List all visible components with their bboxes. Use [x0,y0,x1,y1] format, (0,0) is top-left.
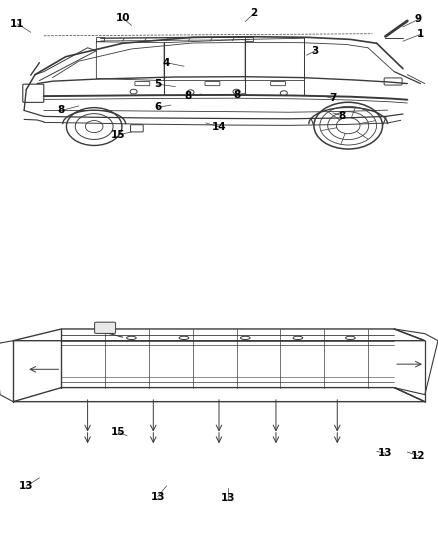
Bar [245,37,253,41]
FancyBboxPatch shape [95,322,116,334]
Text: 8: 8 [185,91,192,101]
Text: 15: 15 [111,427,126,437]
Text: 8: 8 [58,106,65,116]
Text: 11: 11 [10,19,25,29]
Text: 7: 7 [329,93,336,103]
Text: 13: 13 [378,448,393,458]
Text: 13: 13 [19,481,34,491]
Text: 8: 8 [233,90,240,100]
Text: 5: 5 [154,79,161,89]
Text: 1: 1 [417,29,424,39]
Bar [96,37,104,41]
Text: 10: 10 [115,13,130,23]
Text: 2: 2 [251,9,258,19]
Text: 15: 15 [111,130,126,140]
Text: 12: 12 [411,450,426,461]
Text: 6: 6 [154,102,161,112]
Text: 13: 13 [220,493,235,503]
Text: 3: 3 [312,46,319,56]
Text: 4: 4 [163,58,170,68]
Text: 14: 14 [212,122,226,132]
Text: 8: 8 [338,110,345,120]
Text: 9: 9 [415,14,422,25]
Text: 13: 13 [150,491,165,502]
